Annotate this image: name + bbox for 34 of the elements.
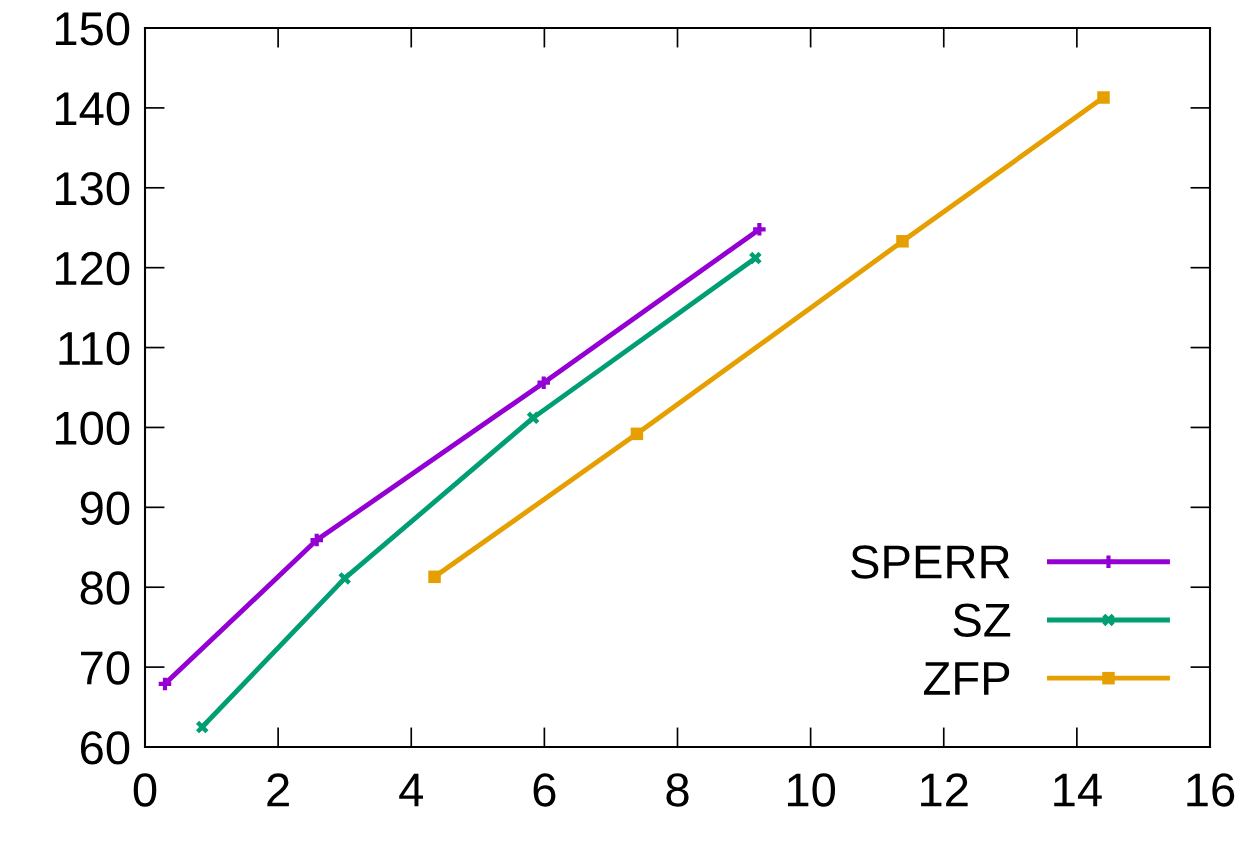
point: [749, 251, 762, 265]
point: [310, 533, 323, 547]
point: [630, 427, 644, 441]
x-tick-label: 2: [267, 773, 289, 807]
point: [753, 223, 766, 236]
x-tick-label: 0: [133, 773, 157, 807]
y-tick-label: 70: [81, 651, 130, 685]
point: [896, 235, 909, 248]
point: [428, 570, 441, 584]
x-tick-label: 12: [921, 773, 968, 807]
point: [338, 572, 351, 585]
legend-label: ZFP: [923, 662, 1010, 695]
legend-label: SZ: [953, 603, 1011, 637]
y-tick-label: 140: [55, 92, 130, 126]
point: [537, 376, 550, 389]
x-tick-label: 16: [1187, 773, 1235, 807]
x-tick-label: 14: [1054, 773, 1102, 807]
y-tick-label: 110: [59, 331, 130, 366]
point: [195, 720, 209, 734]
y-tick-label: 130: [55, 171, 130, 206]
y-tick-label: 100: [55, 411, 130, 446]
x-tick-label: 10: [787, 773, 836, 807]
point: [158, 677, 172, 691]
point: [1097, 91, 1110, 104]
x-tick-label: 8: [666, 773, 689, 807]
point: [526, 411, 540, 425]
y-tick-label: 120: [55, 251, 130, 286]
y-tick-label: 150: [55, 12, 130, 46]
y-tick-label: 80: [80, 571, 130, 605]
x-tick-label: 4: [399, 773, 423, 807]
y-tick-label: 90: [80, 491, 130, 525]
y-tick-label: 60: [80, 731, 130, 765]
x-tick-label: 6: [533, 773, 556, 807]
legend-label: SPERR: [851, 545, 1010, 579]
